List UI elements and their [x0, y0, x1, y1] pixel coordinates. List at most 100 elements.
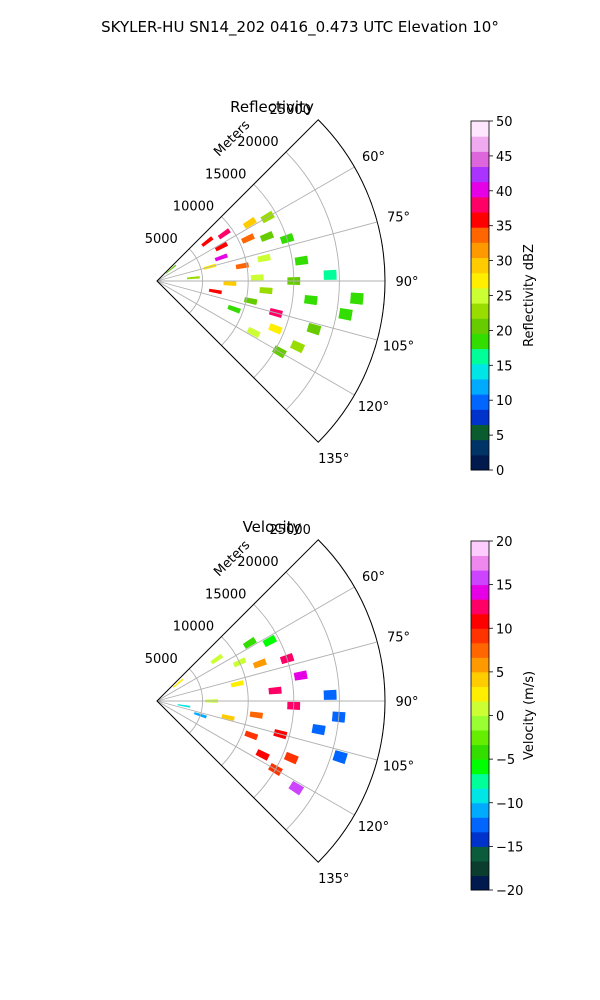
colorbar-tick-label: 0: [496, 464, 504, 479]
colorbar-segment: [471, 272, 489, 289]
colorbar-segment: [471, 287, 489, 304]
colorbar-segment: [471, 227, 489, 243]
colorbar-segment: [471, 121, 489, 137]
theta-tick-label: 135°: [318, 872, 349, 887]
colorbar-segment: [471, 136, 489, 152]
panel-velocity: [156, 539, 386, 863]
theta-tick-label: 90°: [395, 275, 418, 290]
colorbar-tick-label: 25: [496, 290, 513, 305]
colorbar-segment: [471, 671, 489, 687]
colorbar-segment: [471, 846, 489, 862]
data-cell: [221, 714, 235, 722]
radial-tick-label: 15000: [205, 167, 246, 182]
colorbar-segment: [471, 788, 489, 804]
colorbar-segment: [471, 715, 489, 731]
panel-title: Reflectivity: [230, 98, 314, 116]
data-cell: [262, 634, 278, 648]
data-cell: [288, 780, 305, 796]
colorbar-segment: [471, 454, 489, 471]
data-cell: [177, 704, 191, 708]
data-cell: [303, 294, 318, 306]
theta-tick-label: 120°: [358, 820, 389, 835]
colorbar-segment: [471, 613, 489, 629]
radial-tick-label: 15000: [205, 587, 246, 602]
data-cell: [208, 288, 222, 295]
colorbar-tick-label: 40: [496, 185, 513, 200]
data-cell: [246, 326, 261, 339]
data-cell: [259, 287, 273, 295]
data-cell: [186, 276, 200, 280]
theta-tick-label: 60°: [362, 570, 385, 585]
data-cell: [268, 323, 283, 335]
colorbar-segment: [471, 730, 489, 746]
colorbar-tick-label: 20: [496, 324, 513, 339]
colorbar-tick-label: 50: [496, 115, 513, 130]
data-cell: [332, 750, 348, 765]
data-cell: [257, 253, 271, 263]
colorbar-tick-label: −20: [496, 884, 523, 899]
colorbar-segment: [471, 363, 489, 380]
colorbar-segment: [471, 817, 489, 833]
colorbar-segment: [471, 348, 489, 365]
colorbar-tick-label: 20: [496, 535, 513, 550]
colorbar-segment: [471, 166, 489, 183]
theta-tick-label: 75°: [387, 630, 410, 645]
colorbar-tick-label: 45: [496, 150, 513, 165]
colorbar-tick-label: 30: [496, 255, 513, 270]
colorbar-segment: [471, 875, 489, 891]
data-cell: [293, 670, 308, 681]
data-cell: [306, 322, 322, 336]
theta-gridline: [156, 641, 378, 702]
colorbar-segment: [471, 424, 489, 441]
theta-tick-label: 90°: [395, 695, 418, 710]
data-cell: [210, 653, 224, 665]
colorbar-segment: [471, 181, 489, 198]
radial-tick-label: 5000: [145, 652, 178, 667]
data-cell: [230, 680, 245, 688]
colorbar-tick-label: 5: [496, 666, 504, 681]
data-cell: [259, 230, 275, 242]
data-cell: [252, 658, 267, 669]
polar-frame: [156, 119, 386, 443]
theta-tick-label: 105°: [383, 340, 414, 355]
radial-tick-label: 5000: [145, 232, 178, 247]
panel-reflectivity: [156, 119, 386, 443]
colorbar-segment: [471, 318, 489, 334]
colorbar-tick-label: −15: [496, 840, 523, 855]
colorbar-tick-label: 10: [496, 622, 513, 637]
data-cell: [235, 262, 250, 270]
data-cell: [172, 678, 184, 688]
theta-gridline: [156, 586, 355, 702]
colorbar-segment: [471, 212, 489, 228]
data-cell: [249, 711, 264, 719]
theta-gridline: [156, 700, 355, 816]
colorbar-tick-label: 10: [496, 394, 513, 409]
colorbar-segment: [471, 686, 489, 702]
radial-tick-label: 10000: [173, 200, 214, 215]
data-cell: [323, 269, 337, 280]
theta-tick-label: 135°: [318, 452, 349, 467]
theta-gridline: [156, 221, 378, 282]
colorbar-segment: [471, 541, 489, 557]
colorbar-segment: [471, 394, 489, 410]
colorbar-segment: [471, 773, 489, 789]
figure-suptitle: SKYLER-HU SN14_202 0416_0.473 UTC Elevat…: [101, 18, 499, 37]
colorbar-segment: [471, 860, 489, 876]
colorbar-segment: [471, 333, 489, 350]
colorbar-segment: [471, 151, 489, 168]
theta-tick-label: 105°: [383, 760, 414, 775]
colorbar-segment: [471, 409, 489, 425]
data-cell: [242, 216, 257, 229]
radial-tick-label: 20000: [237, 135, 278, 150]
radial-tick-label: 20000: [237, 555, 278, 570]
colorbar-tick-label: 35: [496, 220, 513, 235]
data-cell: [242, 636, 257, 649]
colorbar-label: Reflectivity dBZ: [522, 244, 537, 347]
theta-tick-label: 120°: [358, 400, 389, 415]
colorbar-segment: [471, 439, 489, 456]
colorbar-segment: [471, 303, 489, 319]
colorbar-tick-label: 15: [496, 359, 513, 374]
colorbar-segment: [471, 378, 489, 395]
colorbar-segment: [471, 555, 489, 571]
data-cell: [323, 689, 337, 700]
